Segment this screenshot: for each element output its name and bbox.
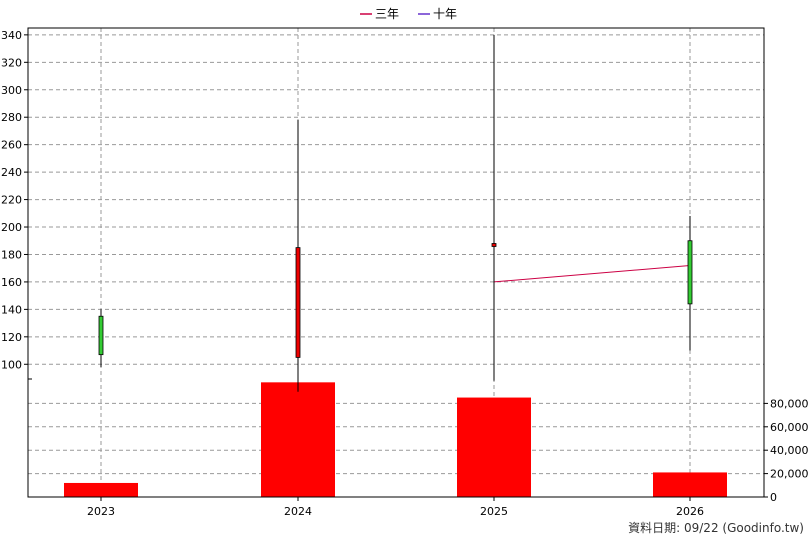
volume-tick-label: 60,000 [770, 421, 808, 434]
candle-body-2026 [687, 240, 693, 305]
candle-body-2023 [98, 315, 104, 356]
candlesticks [98, 34, 693, 392]
price-tick-label: 140 [1, 303, 22, 316]
candle-body-2024 [295, 247, 301, 358]
volume-tick-label: 20,000 [770, 468, 808, 481]
price-tick-label: 260 [1, 139, 22, 152]
price-tick-label: 340 [1, 29, 22, 42]
x-tick-label: 2026 [676, 505, 704, 518]
volume-tick-label: 0 [770, 491, 777, 504]
price-tick-label: 160 [1, 276, 22, 289]
price-tick-label: 220 [1, 194, 22, 207]
volume-bar-2024 [261, 382, 335, 497]
price-tick-label: 180 [1, 248, 22, 261]
volume-tick-label: 40,000 [770, 444, 808, 457]
grid-lines [28, 28, 764, 497]
average-line [493, 264, 691, 283]
legend-label: 三年 [375, 7, 399, 21]
volume-tick-label: 80,000 [770, 397, 808, 410]
price-tick-label: 320 [1, 56, 22, 69]
legend: 三年 十年 [360, 7, 457, 21]
price-tick-label: 240 [1, 166, 22, 179]
price-tick-label: 120 [1, 331, 22, 344]
plot-frame [27, 27, 765, 498]
volume-bar-2025 [457, 397, 531, 497]
legend-label: 十年 [433, 7, 457, 21]
volume-bar-2026 [653, 472, 727, 497]
candle-body-2025 [491, 243, 497, 247]
price-tick-label: 100 [1, 358, 22, 371]
price-tick-label: 280 [1, 111, 22, 124]
three-year-line [493, 264, 691, 283]
x-tick-label: 2025 [480, 505, 508, 518]
price-tick-label: 200 [1, 221, 22, 234]
axes: 100 120 140 160 180 200 220 240 260 280 300 320 340 0… [1, 27, 808, 518]
data-date-footer: 資料日期: 09/22 (Goodinfo.tw) [628, 521, 804, 535]
x-tick-label: 2023 [87, 505, 115, 518]
price-tick-label: 300 [1, 84, 22, 97]
x-tick-label: 2024 [284, 505, 312, 518]
volume-bars [64, 382, 727, 497]
volume-bar-2023 [64, 482, 138, 497]
